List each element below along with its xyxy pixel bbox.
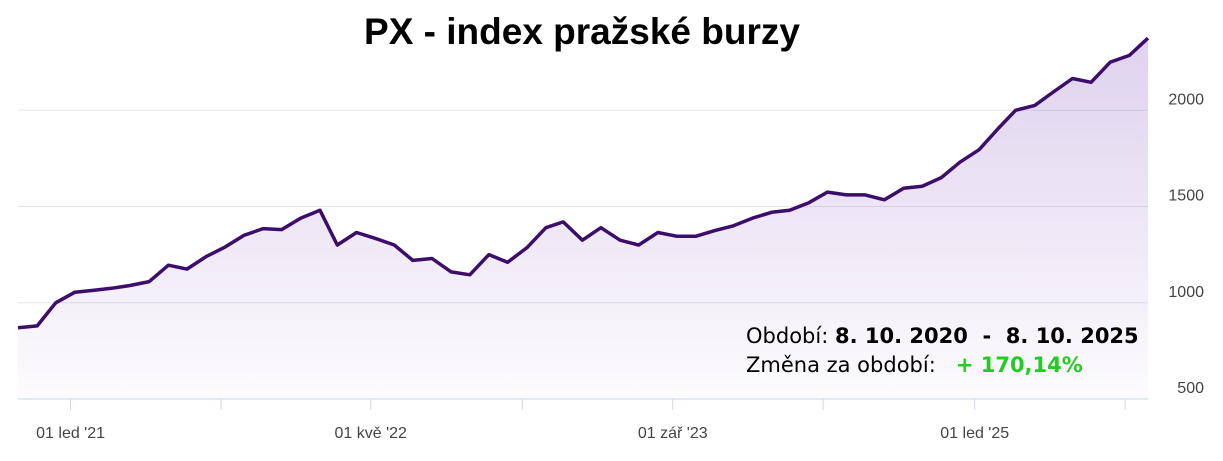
y-tick-label: 1500 (1168, 188, 1204, 205)
x-tick-label: 01 kvě '22 (335, 425, 408, 442)
y-tick-label: 1000 (1168, 284, 1204, 301)
chart-title: PX - index pražské burzy (364, 11, 800, 52)
change-label: Změna za období: (746, 353, 936, 377)
x-tick-label: 01 zář '23 (638, 425, 708, 442)
y-tick-label: 500 (1177, 380, 1204, 397)
period-value: 8. 10. 2020 - 8. 10. 2025 (834, 324, 1139, 348)
change-value: + 170,14% (955, 353, 1083, 377)
line (17, 36, 1150, 330)
x-tick-label: 01 led '25 (940, 425, 1009, 442)
summary: Období: 8. 10. 2020 - 8. 10. 2025 Změna … (746, 322, 1139, 380)
y-tick-label: 2000 (1168, 91, 1204, 108)
change: Změna za období: + 170,14% (746, 351, 1139, 380)
period: Období: 8. 10. 2020 - 8. 10. 2025 (746, 322, 1139, 351)
area (18, 38, 1148, 399)
x-tick-label: 01 led '21 (36, 425, 105, 442)
period-label: Období: (746, 324, 829, 348)
